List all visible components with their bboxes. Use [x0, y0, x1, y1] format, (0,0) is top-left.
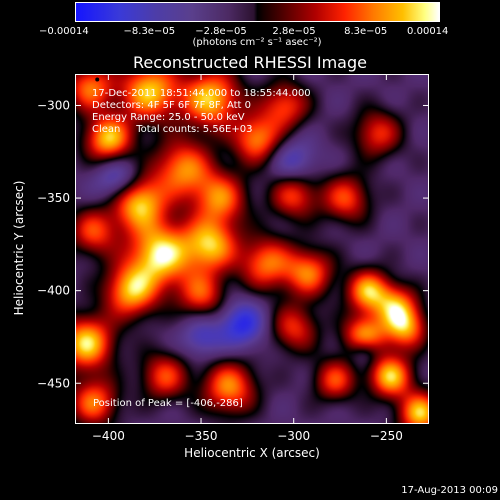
x-tick-label: −300: [277, 429, 310, 443]
x-axis-label: Heliocentric X (arcsec): [184, 446, 320, 460]
y-axis-label: Heliocentric Y (arcsec): [12, 180, 26, 316]
peak-marker: [95, 77, 100, 82]
colorbar-tick-label: 0.00014: [407, 26, 449, 37]
detectors-annotation: Detectors: 4F 5F 6F 7F 8F, Att 0: [92, 100, 252, 111]
y-tick-label: −400: [37, 284, 70, 298]
footer-date: 17-Aug-2013 00:09: [401, 485, 498, 496]
colorbar-tick-label: −0.00014: [39, 26, 89, 37]
colorbar: [75, 2, 440, 22]
colorbar-units: (photons cm⁻² s⁻¹ asec⁻²): [192, 37, 322, 48]
colorbar-tick-label: 8.3e−05: [344, 26, 388, 37]
colorbar-tick-label: −8.3e−05: [123, 26, 176, 37]
colorbar-tick-label: 2.8e−05: [272, 26, 316, 37]
x-tick-label: −400: [92, 429, 125, 443]
colorbar-tick-label: −2.8e−05: [195, 26, 247, 37]
chart-title: Reconstructed RHESSI Image: [133, 53, 367, 72]
clean-counts-annotation: Clean Total counts: 5.56E+03: [92, 124, 253, 135]
y-tick-label: −300: [37, 98, 70, 112]
energy-range-annotation: Energy Range: 25.0 - 50.0 keV: [92, 112, 245, 123]
x-tick-label: −350: [185, 429, 218, 443]
y-tick-label: −450: [37, 376, 70, 390]
time-range-annotation: 17-Dec-2011 18:51:44.000 to 18:55:44.000: [92, 88, 311, 99]
x-tick-label: −250: [370, 429, 403, 443]
peak-position-annotation: Position of Peak = [-406,-286]: [93, 398, 243, 409]
heatmap-canvas: [75, 74, 429, 424]
y-tick-label: −350: [37, 191, 70, 205]
image-plot-area: [75, 74, 429, 424]
